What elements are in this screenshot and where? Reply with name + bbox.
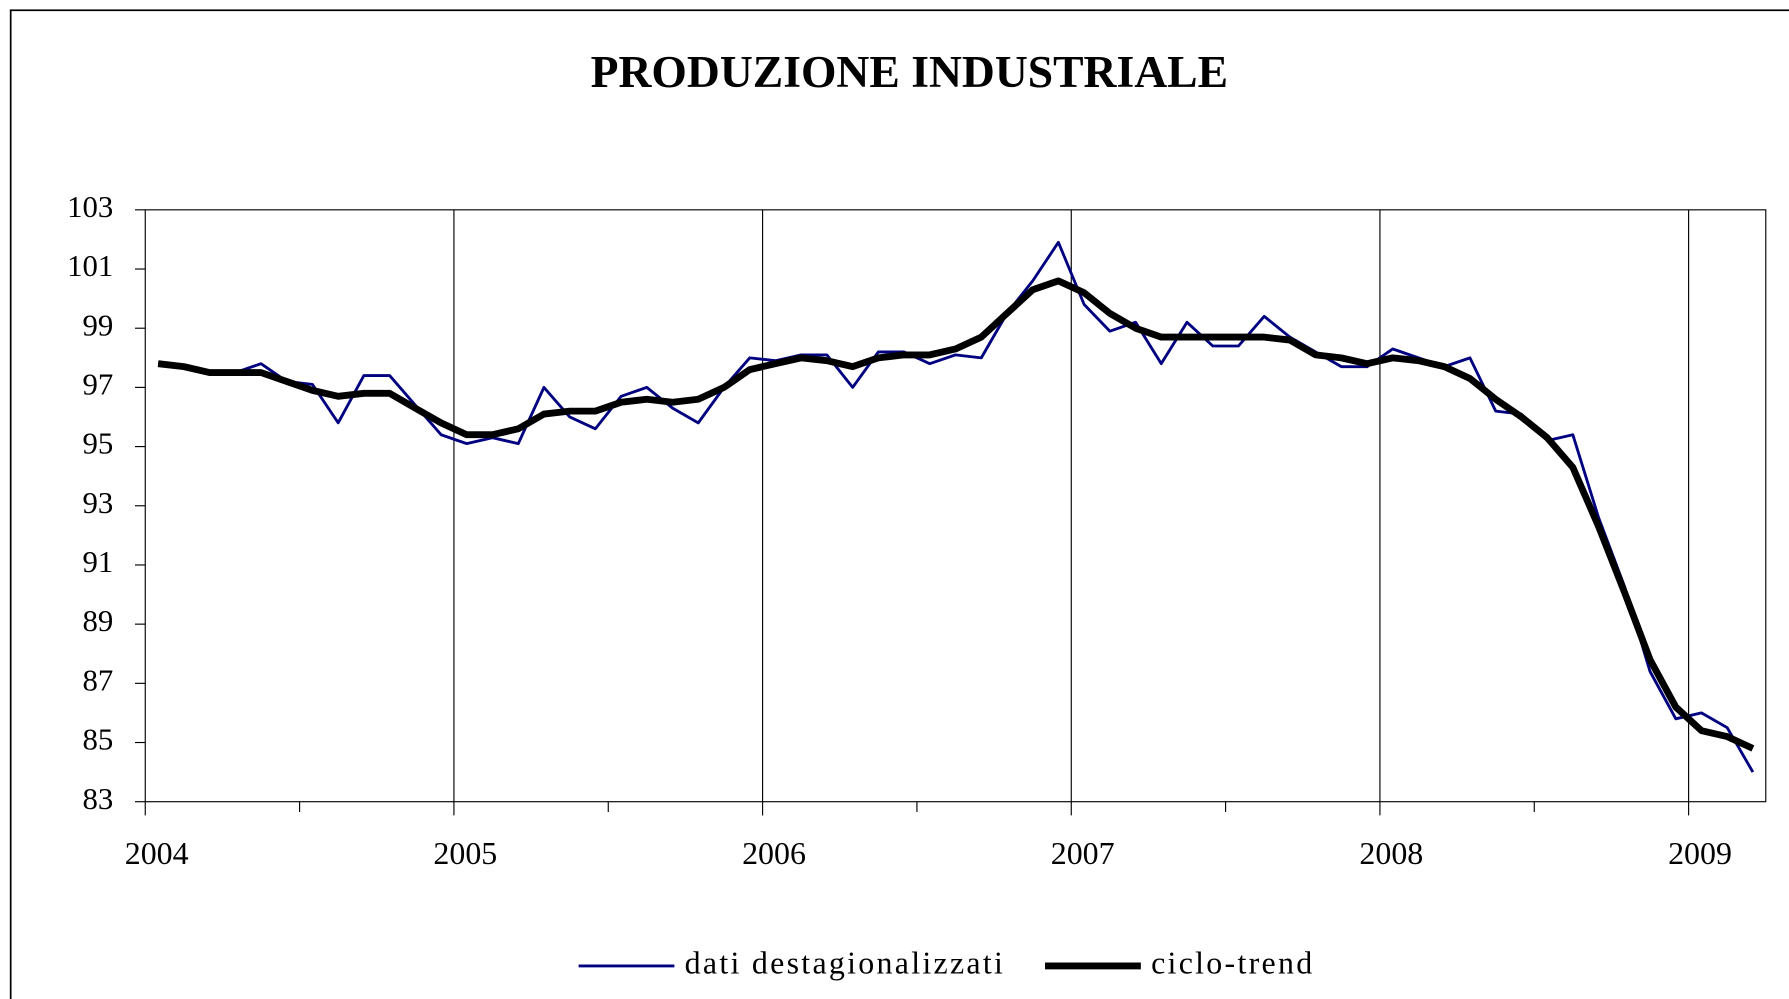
y-tick-label: 97 bbox=[83, 367, 114, 401]
y-tick-label: 101 bbox=[67, 249, 113, 283]
x-tick-label: 2008 bbox=[1359, 836, 1423, 871]
x-tick-label: 2004 bbox=[125, 836, 189, 871]
chart-title: PRODUZIONE INDUSTRIALE bbox=[591, 46, 1228, 97]
y-tick-label: 91 bbox=[83, 545, 114, 579]
y-tick-label: 103 bbox=[67, 190, 113, 224]
y-tick-label: 95 bbox=[83, 427, 114, 461]
plot-area bbox=[144, 209, 1767, 803]
x-tick-label: 2009 bbox=[1668, 836, 1732, 871]
y-tick-label: 99 bbox=[83, 308, 114, 342]
legend-label: ciclo-trend bbox=[1151, 945, 1314, 980]
y-tick-label: 89 bbox=[83, 604, 114, 638]
x-tick-label: 2007 bbox=[1051, 836, 1115, 871]
legend-label: dati destagionalizzati bbox=[685, 945, 1006, 980]
chart-border bbox=[9, 9, 1789, 999]
y-tick-label: 93 bbox=[83, 486, 114, 520]
x-tick-label: 2006 bbox=[742, 836, 806, 871]
data-line bbox=[157, 277, 1755, 752]
y-tick-label: 87 bbox=[83, 663, 114, 697]
y-tick-label: 85 bbox=[83, 723, 114, 757]
data-line bbox=[157, 240, 1755, 773]
y-tick-label: 83 bbox=[83, 782, 114, 816]
x-tick-label: 2005 bbox=[433, 836, 497, 871]
